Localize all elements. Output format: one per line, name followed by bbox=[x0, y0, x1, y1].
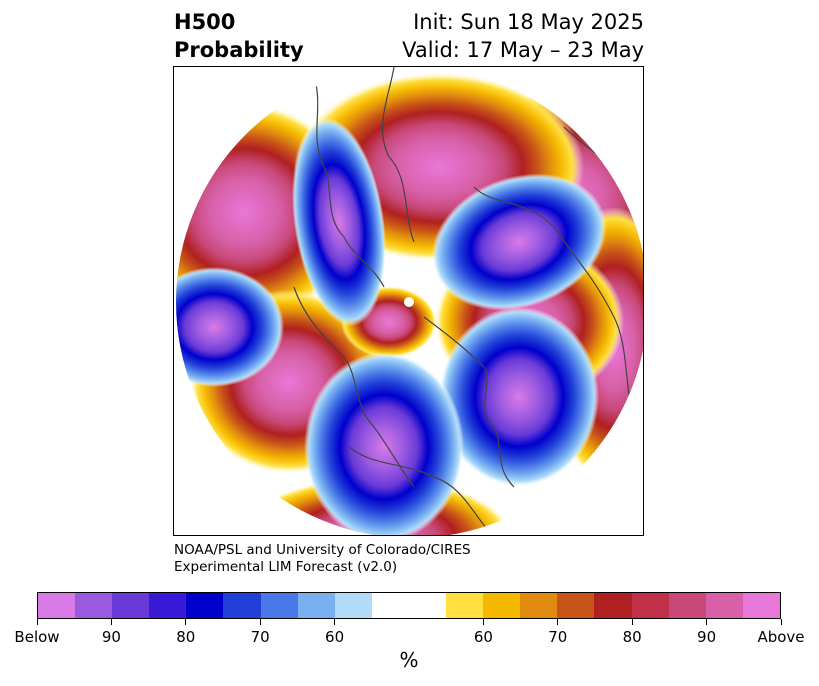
colorbar-tick-label: 60 bbox=[325, 628, 345, 646]
pole-marker bbox=[404, 297, 414, 307]
colorbar-tick bbox=[780, 619, 782, 625]
colorbar-tick bbox=[482, 619, 484, 625]
coastlines bbox=[263, 67, 635, 535]
anomaly-negative-s bbox=[304, 352, 464, 535]
map-svg bbox=[176, 67, 643, 535]
colorbar-swatch bbox=[149, 593, 187, 618]
colorbar-swatch bbox=[446, 593, 484, 618]
colorbar-tick bbox=[557, 619, 559, 625]
credit-line2: Experimental LIM Forecast (v2.0) bbox=[174, 559, 398, 575]
colorbar-swatch bbox=[557, 593, 595, 618]
colorbar bbox=[37, 592, 781, 619]
title-quantity: Probability bbox=[174, 38, 304, 62]
colorbar-tick-label: 80 bbox=[176, 628, 196, 646]
anomaly-negative-n bbox=[292, 117, 386, 327]
colorbar-swatch bbox=[297, 593, 335, 618]
colorbar-swatch bbox=[594, 593, 632, 618]
colorbar-swatch bbox=[260, 593, 298, 618]
colorbar-swatch bbox=[112, 593, 150, 618]
colorbar-tick bbox=[334, 619, 336, 625]
colorbar-swatch bbox=[520, 593, 558, 618]
colorbar-tick bbox=[631, 619, 633, 625]
colorbar-tick-label: 70 bbox=[250, 628, 270, 646]
colorbar-tick-label: Above bbox=[757, 628, 805, 646]
colorbar-tick-label: 90 bbox=[101, 628, 121, 646]
title-right: Init: Sun 18 May 2025 Valid: 17 May – 23… bbox=[402, 8, 644, 64]
anomaly-negative-ne bbox=[431, 173, 607, 311]
colorbar-tick bbox=[36, 619, 38, 625]
colorbar-tick-label: 60 bbox=[473, 628, 493, 646]
colorbar-swatch bbox=[483, 593, 521, 618]
colorbar-swatch bbox=[408, 593, 447, 618]
colorbar-swatch bbox=[668, 593, 706, 618]
colorbar-tick-label: 70 bbox=[548, 628, 568, 646]
colorbar-tick bbox=[706, 619, 708, 625]
colorbar-tick-label: 90 bbox=[697, 628, 717, 646]
colorbar-swatch bbox=[705, 593, 743, 618]
probability-map bbox=[173, 66, 644, 536]
colorbar-swatch bbox=[742, 593, 780, 618]
colorbar-swatch bbox=[371, 593, 409, 618]
colorbar-tick-label: 80 bbox=[622, 628, 642, 646]
colorbar-swatch bbox=[75, 593, 113, 618]
colorbar-unit: % bbox=[399, 648, 419, 672]
credit: NOAA/PSL and University of Colorado/CIRE… bbox=[174, 542, 471, 576]
colorbar-tick bbox=[259, 619, 261, 625]
colorbar-swatch bbox=[223, 593, 261, 618]
anomaly-negative-e bbox=[439, 307, 599, 487]
credit-line1: NOAA/PSL and University of Colorado/CIRE… bbox=[174, 542, 471, 558]
valid-range: Valid: 17 May – 23 May bbox=[402, 38, 644, 62]
title-left: H500 Probability bbox=[174, 8, 304, 64]
title-variable: H500 bbox=[174, 10, 236, 34]
colorbar-swatch bbox=[334, 593, 372, 618]
colorbar-tick bbox=[110, 619, 112, 625]
colorbar-swatch bbox=[631, 593, 669, 618]
colorbar-swatch bbox=[38, 593, 76, 618]
init-date: Init: Sun 18 May 2025 bbox=[413, 10, 644, 34]
colorbar-tick bbox=[185, 619, 187, 625]
colorbar-tick-label: Below bbox=[14, 628, 60, 646]
colorbar-swatch bbox=[186, 593, 224, 618]
